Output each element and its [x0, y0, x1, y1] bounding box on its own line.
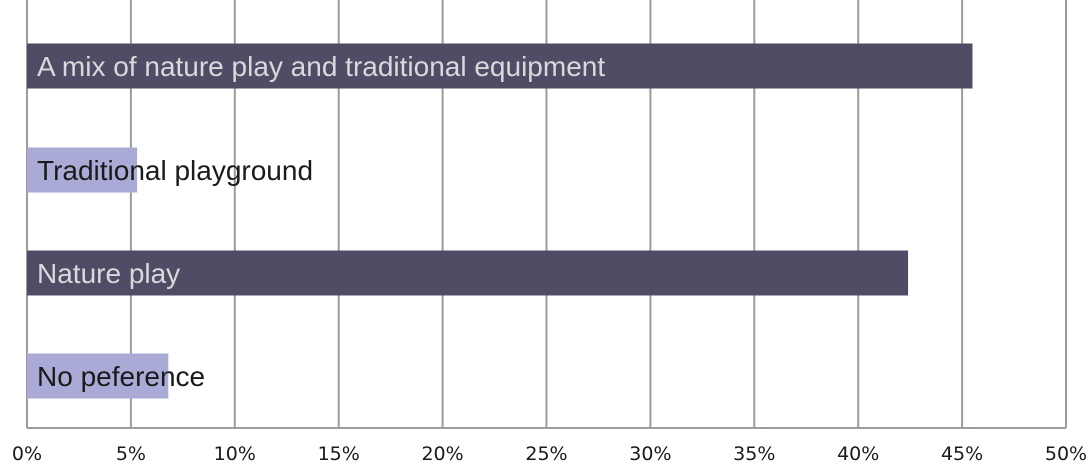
bar-category-label: Nature play — [37, 258, 180, 289]
bar — [27, 353, 169, 399]
bars — [27, 43, 973, 399]
x-tick-label: 0% — [12, 443, 42, 465]
x-tick-label: 5% — [116, 443, 146, 465]
x-tick-label: 35% — [733, 443, 775, 465]
x-tick-label: 40% — [837, 443, 879, 465]
x-tick-label: 30% — [629, 443, 671, 465]
bar — [27, 43, 973, 89]
x-tick-label: 10% — [214, 443, 256, 465]
x-tick-label: 20% — [421, 443, 463, 465]
bar-category-label: Traditional playground — [37, 155, 313, 186]
x-tick-label: 15% — [318, 443, 360, 465]
x-tick-label: 45% — [941, 443, 983, 465]
bar-labels: A mix of nature play and traditional equ… — [37, 51, 605, 392]
x-tick-label: 50% — [1045, 443, 1087, 465]
x-tick-labels: 0% 5% 10% 15% 20% 25% 30% 35% 40% 45% 50% — [12, 443, 1087, 465]
bar — [27, 250, 909, 296]
x-tick-label: 25% — [525, 443, 567, 465]
bar — [27, 147, 138, 193]
bar-category-label: A mix of nature play and traditional equ… — [37, 51, 605, 82]
bar-category-label: No peference — [37, 361, 205, 392]
